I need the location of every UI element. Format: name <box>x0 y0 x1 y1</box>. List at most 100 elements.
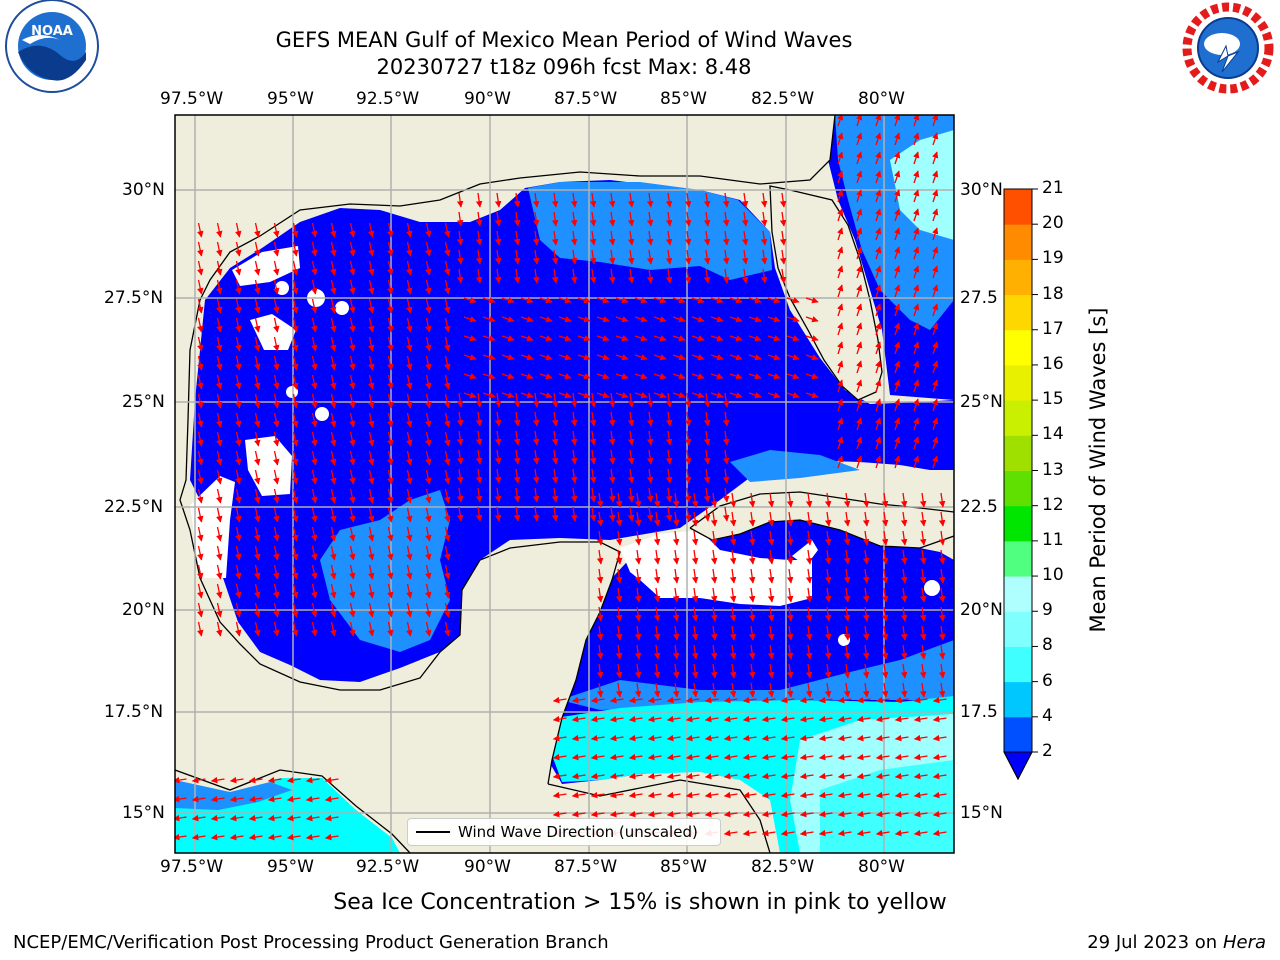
wind-arrow <box>571 696 586 704</box>
wind-arrow <box>609 810 624 818</box>
wind-arrow <box>552 791 567 799</box>
wind-arrow <box>894 208 901 222</box>
wind-arrow <box>368 526 375 542</box>
wind-arrow <box>862 663 870 679</box>
wind-arrow <box>684 430 692 446</box>
wind-arrow <box>551 249 559 265</box>
wind-arrow <box>786 644 794 660</box>
wind-arrow <box>862 549 870 565</box>
wind-arrow <box>900 530 908 546</box>
wind-arrow <box>191 814 206 822</box>
wind-arrow <box>665 449 673 465</box>
wind-arrow <box>672 335 686 342</box>
wind-arrow <box>837 265 844 279</box>
footer-credit: NCEP/EMC/Verification Post Processing Pr… <box>13 932 609 953</box>
wind-arrow <box>691 682 699 698</box>
wind-arrow <box>590 753 605 761</box>
wind-arrow <box>406 602 413 618</box>
colorbar-tick-label: 16 <box>1042 353 1064 374</box>
wind-arrow <box>634 587 642 603</box>
wind-arrow <box>799 829 814 837</box>
wind-arrow <box>197 260 204 276</box>
wind-arrow <box>463 392 477 399</box>
wind-arrow <box>444 583 451 599</box>
wind-arrow <box>570 249 578 265</box>
wind-arrow <box>551 411 559 427</box>
wind-arrow <box>653 663 661 679</box>
wind-arrow <box>653 297 667 304</box>
wind-arrow <box>710 354 724 361</box>
wind-arrow <box>475 411 483 427</box>
wind-arrow <box>932 265 939 279</box>
wind-arrow <box>273 507 280 523</box>
wind-arrow <box>672 492 680 508</box>
wind-arrow <box>881 587 889 603</box>
wind-arrow <box>254 507 261 523</box>
wind-arrow <box>666 772 681 780</box>
wind-arrow <box>741 249 749 265</box>
colorbar-tick-label: 10 <box>1042 565 1064 586</box>
wind-arrow <box>330 260 337 276</box>
wind-arrow <box>615 568 623 584</box>
wind-arrow <box>786 354 800 361</box>
wind-arrow <box>532 249 540 265</box>
wind-arrow <box>646 468 654 484</box>
wind-arrow <box>216 602 223 618</box>
wind-arrow <box>938 568 946 584</box>
wind-arrow <box>894 284 901 298</box>
wind-arrow <box>767 354 781 361</box>
wind-arrow <box>881 663 889 679</box>
wind-arrow <box>324 833 339 841</box>
wind-arrow <box>197 279 204 295</box>
wind-arrow <box>349 355 356 371</box>
wind-arrow <box>229 833 244 841</box>
wind-arrow <box>666 810 681 818</box>
wind-arrow <box>799 696 814 704</box>
colorbar-tick-label: 17 <box>1042 318 1064 339</box>
wind-arrow <box>570 506 578 522</box>
wind-arrow <box>311 279 318 295</box>
wind-arrow <box>913 151 920 165</box>
wind-arrow <box>311 412 318 428</box>
wind-arrow <box>786 373 800 380</box>
colorbar-tick-label: 21 <box>1042 178 1064 198</box>
wind-arrow <box>425 526 432 542</box>
wind-arrow <box>513 411 521 427</box>
wind-arrow <box>368 602 375 618</box>
wind-arrow <box>292 507 299 523</box>
wind-arrow <box>704 734 719 742</box>
wind-arrow <box>779 230 787 246</box>
wind-arrow <box>425 564 432 580</box>
wind-arrow <box>513 506 521 522</box>
wind-arrow <box>672 392 686 399</box>
wind-arrow <box>330 222 337 238</box>
lat-tick-label: 15°N <box>960 803 1003 823</box>
wind-arrow <box>406 564 413 580</box>
wind-arrow <box>932 829 947 837</box>
wind-arrow <box>722 506 730 522</box>
wind-arrow <box>710 549 718 565</box>
wind-arrow <box>913 696 928 704</box>
wind-arrow <box>330 621 337 637</box>
wind-arrow <box>748 587 756 603</box>
wind-arrow <box>425 222 432 238</box>
wind-arrow <box>786 625 794 641</box>
wind-arrow <box>627 506 635 522</box>
wind-arrow <box>881 606 889 622</box>
wind-arrow <box>703 468 711 484</box>
wind-arrow <box>665 487 673 503</box>
wind-arrow <box>552 715 567 723</box>
wind-arrow <box>311 298 318 314</box>
wind-arrow <box>729 373 743 380</box>
wind-arrow <box>932 208 939 222</box>
wind-arrow <box>780 715 795 723</box>
wind-arrow <box>653 568 661 584</box>
wind-arrow <box>837 379 844 393</box>
wind-arrow <box>589 192 597 208</box>
wind-arrow <box>539 297 553 304</box>
wind-arrow <box>666 734 681 742</box>
wind-arrow <box>216 431 223 447</box>
wind-arrow <box>368 488 375 504</box>
wind-arrow <box>494 506 502 522</box>
wind-arrow <box>710 587 718 603</box>
